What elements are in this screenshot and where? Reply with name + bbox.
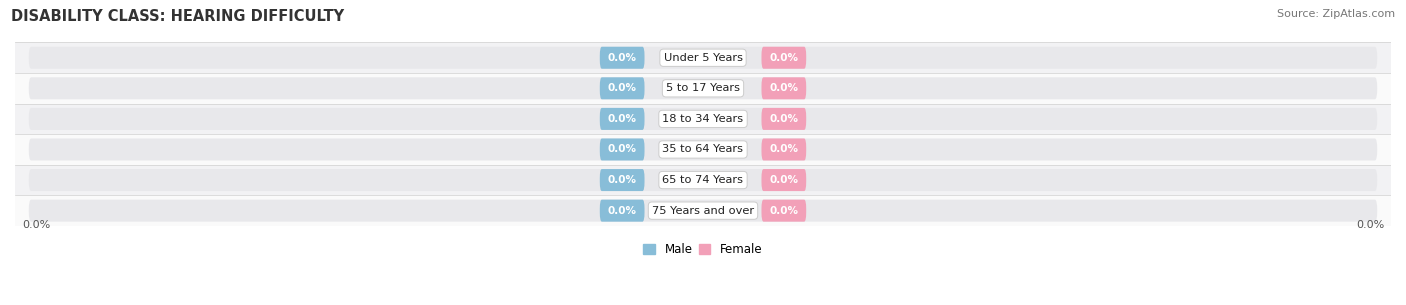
Text: 0.0%: 0.0% <box>769 145 799 155</box>
Text: 0.0%: 0.0% <box>769 53 799 63</box>
FancyBboxPatch shape <box>600 47 644 69</box>
Text: 65 to 74 Years: 65 to 74 Years <box>662 175 744 185</box>
Text: 5 to 17 Years: 5 to 17 Years <box>666 83 740 93</box>
Text: DISABILITY CLASS: HEARING DIFFICULTY: DISABILITY CLASS: HEARING DIFFICULTY <box>11 9 344 24</box>
FancyBboxPatch shape <box>762 47 806 69</box>
Legend: Male, Female: Male, Female <box>638 238 768 260</box>
Bar <box>15 42 1391 73</box>
Text: 0.0%: 0.0% <box>607 206 637 216</box>
FancyBboxPatch shape <box>28 138 1378 160</box>
FancyBboxPatch shape <box>28 169 1378 191</box>
FancyBboxPatch shape <box>28 108 1378 130</box>
Bar <box>15 104 1391 134</box>
Text: 0.0%: 0.0% <box>1355 220 1384 230</box>
Bar <box>15 196 1391 226</box>
Text: 0.0%: 0.0% <box>607 175 637 185</box>
FancyBboxPatch shape <box>28 77 1378 99</box>
FancyBboxPatch shape <box>762 138 806 160</box>
Bar <box>15 165 1391 196</box>
Text: Source: ZipAtlas.com: Source: ZipAtlas.com <box>1277 9 1395 19</box>
FancyBboxPatch shape <box>762 108 806 130</box>
Text: 0.0%: 0.0% <box>607 53 637 63</box>
FancyBboxPatch shape <box>762 200 806 222</box>
FancyBboxPatch shape <box>600 169 644 191</box>
Text: Under 5 Years: Under 5 Years <box>664 53 742 63</box>
Text: 75 Years and over: 75 Years and over <box>652 206 754 216</box>
FancyBboxPatch shape <box>600 77 644 99</box>
Text: 18 to 34 Years: 18 to 34 Years <box>662 114 744 124</box>
FancyBboxPatch shape <box>600 138 644 160</box>
Text: 0.0%: 0.0% <box>607 145 637 155</box>
FancyBboxPatch shape <box>600 108 644 130</box>
FancyBboxPatch shape <box>28 200 1378 222</box>
Text: 0.0%: 0.0% <box>22 220 51 230</box>
Text: 0.0%: 0.0% <box>607 83 637 93</box>
FancyBboxPatch shape <box>762 77 806 99</box>
FancyBboxPatch shape <box>28 47 1378 69</box>
Bar <box>15 134 1391 165</box>
Text: 0.0%: 0.0% <box>769 175 799 185</box>
Text: 0.0%: 0.0% <box>769 206 799 216</box>
Text: 0.0%: 0.0% <box>769 114 799 124</box>
Bar <box>15 73 1391 104</box>
Text: 35 to 64 Years: 35 to 64 Years <box>662 145 744 155</box>
FancyBboxPatch shape <box>762 169 806 191</box>
FancyBboxPatch shape <box>600 200 644 222</box>
Text: 0.0%: 0.0% <box>769 83 799 93</box>
Text: 0.0%: 0.0% <box>607 114 637 124</box>
